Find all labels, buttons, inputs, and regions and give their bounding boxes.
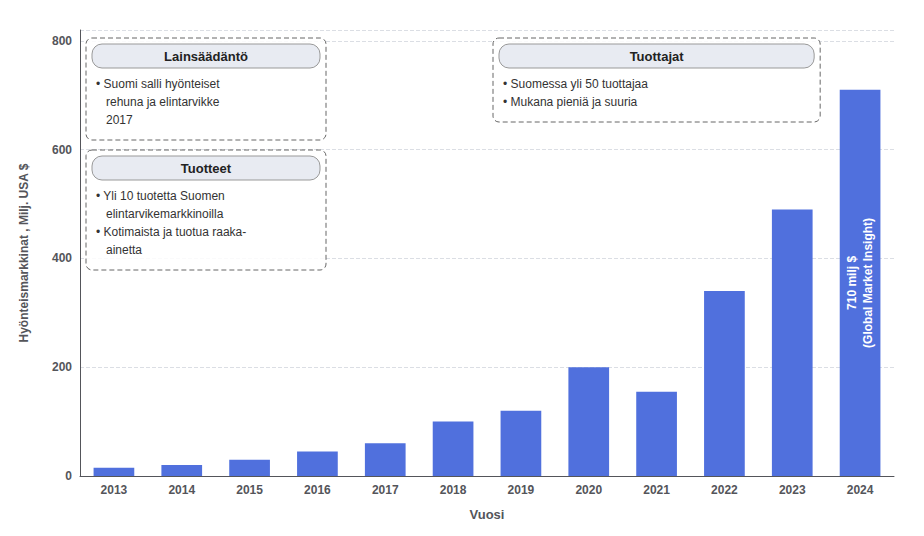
svg-text:elintarvikemarkkinoilla: elintarvikemarkkinoilla (106, 207, 224, 221)
svg-text:Hyönteismarkkinat , Milj. USA: Hyönteismarkkinat , Milj. USA $ (17, 163, 31, 342)
svg-text:rehuna ja elintarvikke: rehuna ja elintarvikke (106, 95, 220, 109)
svg-text:200: 200 (52, 360, 72, 374)
svg-text:• Kotimaista ja tuotua raaka-: • Kotimaista ja tuotua raaka- (96, 225, 246, 239)
svg-text:2021: 2021 (643, 483, 670, 497)
svg-text:2023: 2023 (779, 483, 806, 497)
svg-text:• Suomessa yli 50 tuottajaa: • Suomessa yli 50 tuottajaa (503, 77, 648, 91)
svg-text:Vuosi: Vuosi (470, 507, 505, 522)
svg-text:(Global Market Insight): (Global Market Insight) (861, 218, 875, 348)
svg-text:• Mukana pieniä ja suuria: • Mukana pieniä ja suuria (503, 95, 638, 109)
svg-text:600: 600 (52, 143, 72, 157)
svg-text:0: 0 (65, 469, 72, 483)
svg-text:2019: 2019 (508, 483, 535, 497)
svg-text:ainetta: ainetta (106, 243, 142, 257)
svg-text:2017: 2017 (372, 483, 399, 497)
svg-text:2015: 2015 (236, 483, 263, 497)
svg-text:Tuotteet: Tuotteet (181, 161, 232, 176)
svg-text:710 milj $: 710 milj $ (845, 256, 859, 310)
svg-text:400: 400 (52, 251, 72, 265)
svg-text:2020: 2020 (575, 483, 602, 497)
svg-text:800: 800 (52, 34, 72, 48)
svg-text:• Suomi salli hyönteiset: • Suomi salli hyönteiset (96, 77, 220, 91)
svg-text:Lainsäädäntö: Lainsäädäntö (164, 49, 248, 64)
svg-text:• Yli 10 tuotetta Suomen: • Yli 10 tuotetta Suomen (96, 189, 225, 203)
svg-text:2018: 2018 (440, 483, 467, 497)
svg-text:2014: 2014 (168, 483, 195, 497)
svg-text:2017: 2017 (106, 113, 133, 127)
svg-text:2024: 2024 (847, 483, 874, 497)
svg-text:2016: 2016 (304, 483, 331, 497)
svg-text:2022: 2022 (711, 483, 738, 497)
svg-text:2013: 2013 (101, 483, 128, 497)
svg-text:Tuottajat: Tuottajat (630, 49, 685, 64)
